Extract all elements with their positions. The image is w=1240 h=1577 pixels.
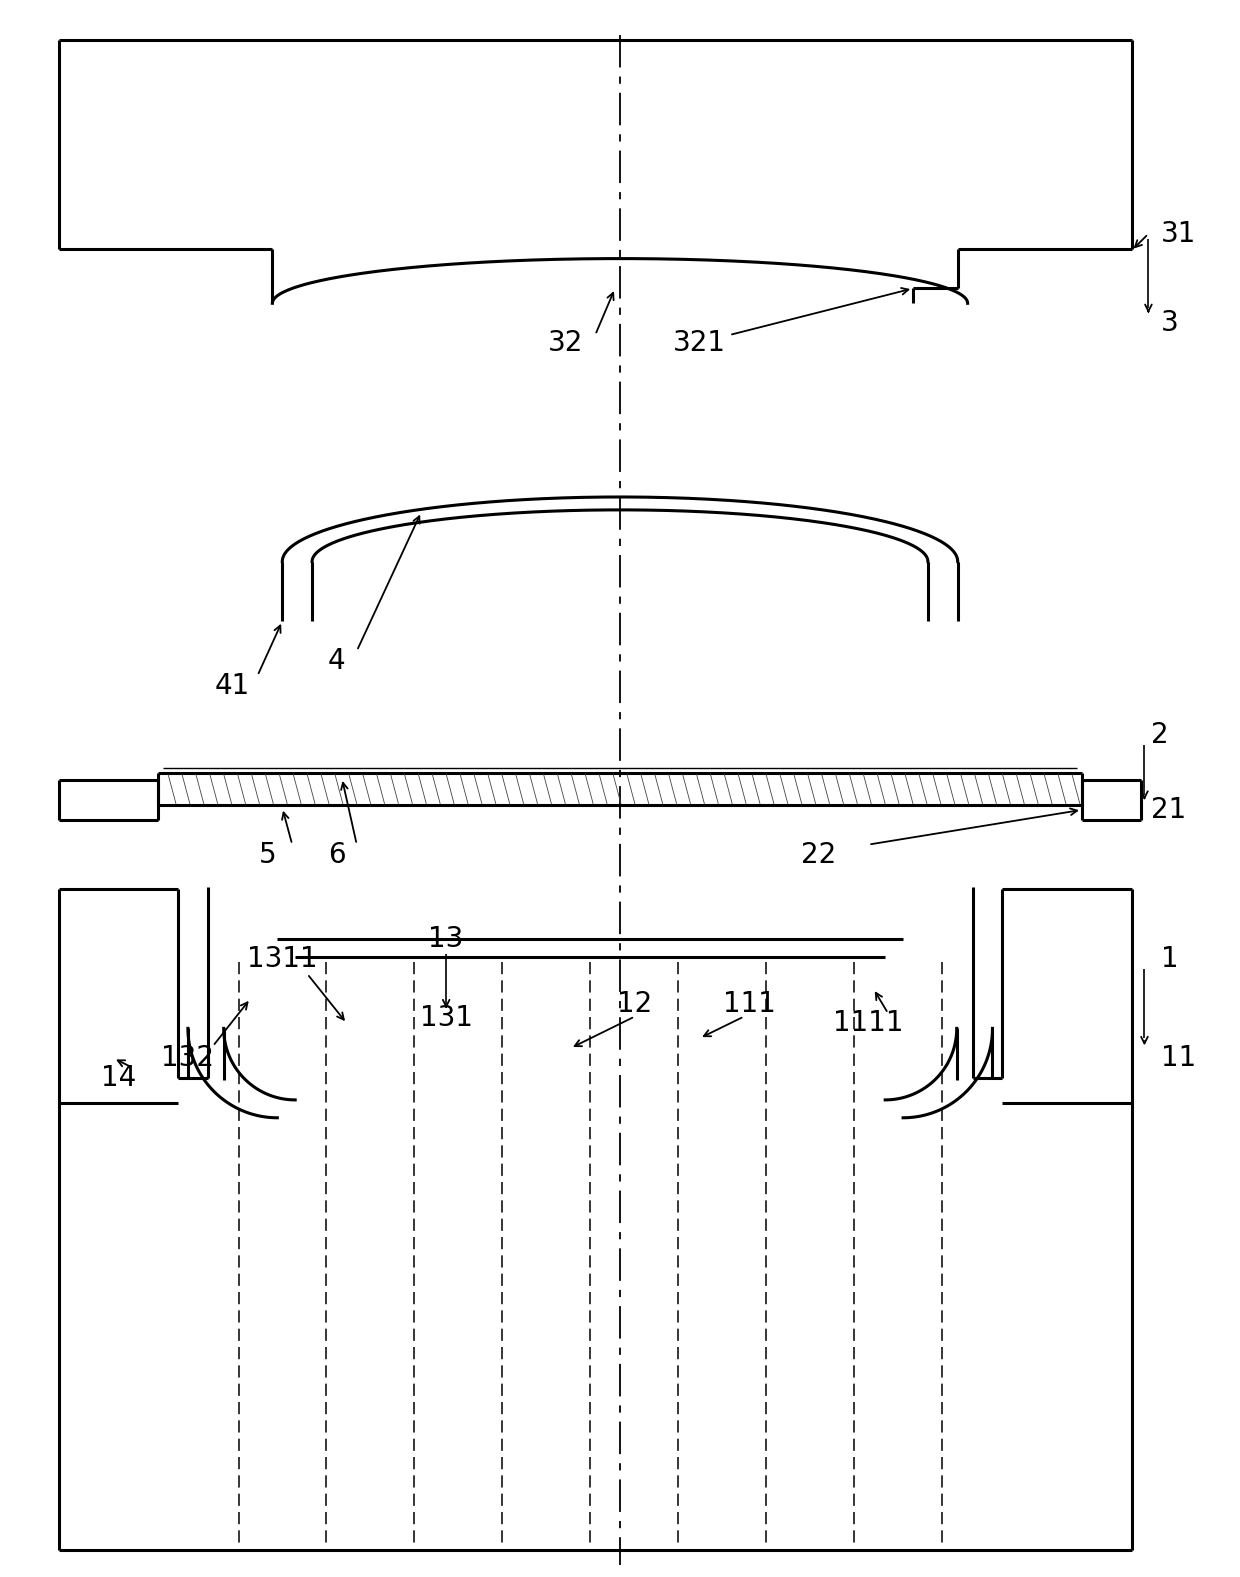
Text: 2: 2 xyxy=(1152,721,1169,749)
Text: 31: 31 xyxy=(1162,219,1197,248)
Text: 21: 21 xyxy=(1152,796,1187,823)
Text: 41: 41 xyxy=(215,672,250,700)
Text: 13: 13 xyxy=(429,926,464,953)
Text: 6: 6 xyxy=(329,841,346,869)
Text: 3: 3 xyxy=(1162,309,1179,337)
Text: 111: 111 xyxy=(723,989,775,1017)
Text: 12: 12 xyxy=(618,989,652,1017)
Text: 1: 1 xyxy=(1162,945,1179,973)
Text: 321: 321 xyxy=(673,330,725,356)
Text: 5: 5 xyxy=(259,841,277,869)
Text: 32: 32 xyxy=(548,330,583,356)
Text: 14: 14 xyxy=(100,1064,136,1091)
Text: 11: 11 xyxy=(1162,1044,1197,1072)
Text: 1111: 1111 xyxy=(833,1009,904,1038)
Text: 131: 131 xyxy=(419,1005,472,1033)
Text: 22: 22 xyxy=(801,841,836,869)
Text: 132: 132 xyxy=(161,1044,215,1072)
Text: 4: 4 xyxy=(329,647,346,675)
Text: 1311: 1311 xyxy=(247,945,317,973)
